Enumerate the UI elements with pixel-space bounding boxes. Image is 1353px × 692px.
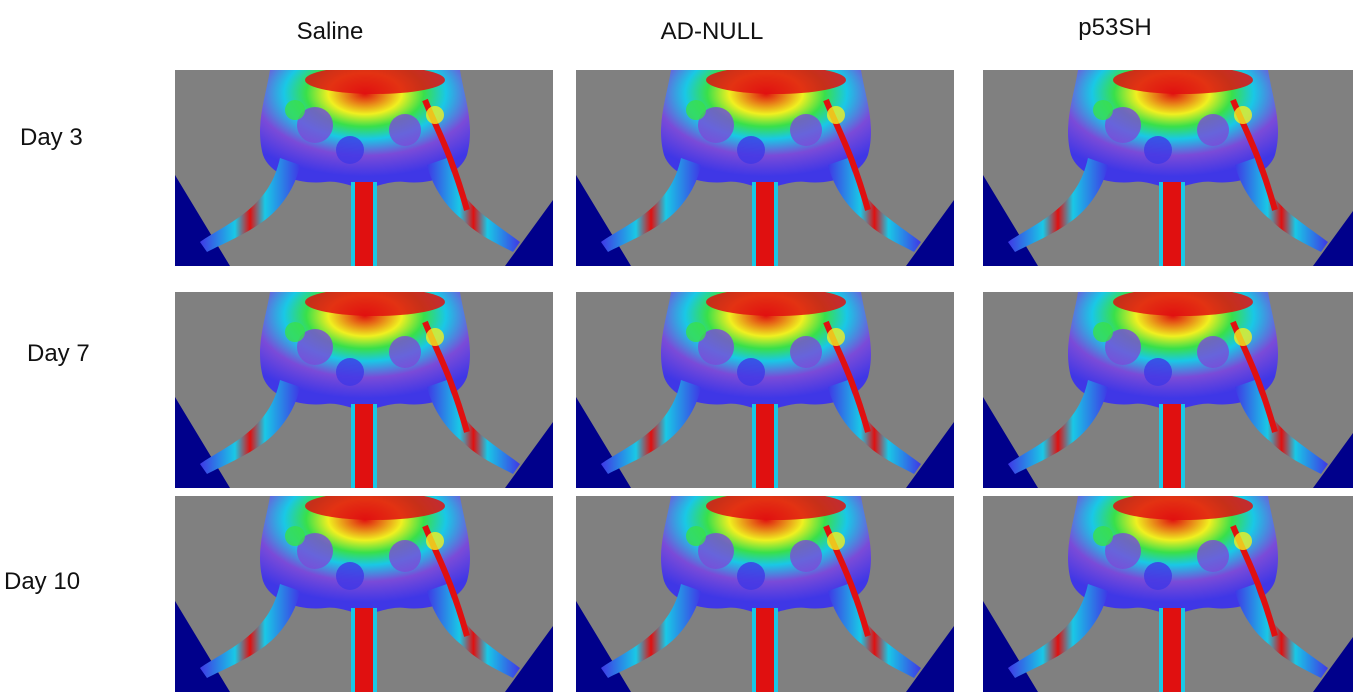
column-header-p53sh: p53SH xyxy=(1078,14,1152,41)
row-label-day-3: Day 3 xyxy=(20,124,83,151)
panel-ad-null-day-7 xyxy=(576,292,954,488)
perfusion-heatmap-icon xyxy=(576,70,954,266)
panel-p53sh-day-3 xyxy=(983,70,1353,266)
perfusion-heatmap-icon xyxy=(983,70,1353,266)
perfusion-heatmap-icon xyxy=(576,496,954,692)
panel-p53sh-day-10 xyxy=(983,496,1353,692)
perfusion-heatmap-icon xyxy=(175,496,553,692)
row-label-day-7: Day 7 xyxy=(27,340,90,367)
perfusion-heatmap-icon xyxy=(175,70,553,266)
panel-ad-null-day-3 xyxy=(576,70,954,266)
row-label-day-10: Day 10 xyxy=(4,568,81,595)
perfusion-heatmap-icon xyxy=(983,292,1353,488)
panel-saline-day-7 xyxy=(175,292,553,488)
perfusion-heatmap-icon xyxy=(983,496,1353,692)
panel-saline-day-3 xyxy=(175,70,553,266)
column-header-ad-null: AD-NULL xyxy=(660,18,764,45)
panel-ad-null-day-10 xyxy=(576,496,954,692)
panel-saline-day-10 xyxy=(175,496,553,692)
panel-p53sh-day-7 xyxy=(983,292,1353,488)
column-header-saline: Saline xyxy=(296,18,364,45)
perfusion-heatmap-icon xyxy=(576,292,954,488)
perfusion-heatmap-icon xyxy=(175,292,553,488)
